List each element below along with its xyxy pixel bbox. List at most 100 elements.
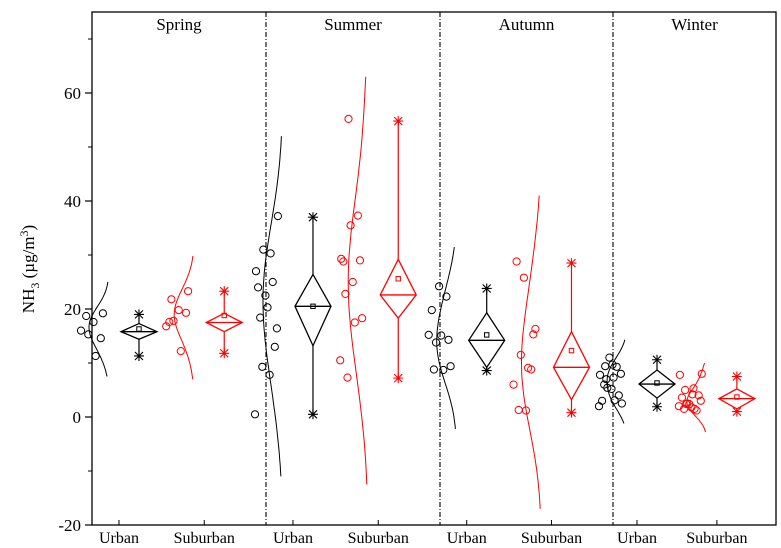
data-point	[435, 282, 444, 291]
data-point	[89, 317, 98, 327]
box-diamond	[379, 257, 418, 320]
min-marker	[652, 401, 663, 412]
mean-marker	[484, 332, 490, 338]
y-tick-label: 20	[64, 300, 81, 319]
data-point	[350, 318, 359, 327]
data-point	[343, 373, 352, 382]
data-point	[184, 287, 193, 296]
max-marker	[307, 212, 318, 223]
max-marker	[481, 283, 492, 294]
plot-border	[91, 11, 777, 526]
data-point	[527, 365, 536, 374]
max-marker	[219, 286, 230, 297]
x-category-label: Urban	[447, 530, 487, 547]
data-point	[616, 369, 626, 378]
group-urban: Urban	[594, 339, 677, 547]
max-marker	[133, 309, 144, 320]
data-point	[268, 277, 277, 287]
data-point	[98, 309, 108, 318]
x-category-label: Suburban	[174, 530, 235, 547]
data-point	[348, 277, 357, 287]
data-point	[519, 273, 529, 282]
group-urban: Urban	[424, 246, 506, 547]
data-point	[355, 256, 365, 265]
data-point	[265, 370, 274, 379]
data-point	[610, 396, 619, 405]
data-point	[674, 402, 684, 411]
data-point	[169, 316, 178, 325]
data-point	[688, 390, 697, 399]
distribution-curve	[88, 281, 109, 377]
data-point	[603, 383, 612, 392]
data-point	[605, 353, 614, 362]
group-suburban: Suburban	[336, 76, 418, 547]
data-point	[266, 249, 275, 258]
data-point	[598, 396, 607, 405]
x-category-label: Urban	[273, 530, 313, 547]
distribution-curve	[262, 136, 282, 477]
data-point	[346, 221, 355, 230]
data-point	[601, 362, 610, 371]
max-marker	[731, 371, 742, 382]
min-marker	[307, 409, 318, 420]
min-marker	[393, 373, 404, 384]
data-point	[690, 404, 699, 413]
data-point	[339, 257, 348, 266]
data-point	[176, 347, 185, 356]
data-point	[91, 351, 100, 361]
data-point	[612, 362, 621, 371]
data-point	[174, 306, 183, 315]
data-point	[677, 393, 687, 402]
data-point	[595, 370, 605, 379]
min-marker	[566, 407, 577, 418]
x-category-label: Urban	[617, 530, 657, 547]
data-point	[263, 303, 272, 312]
box-diamond	[294, 273, 332, 348]
data-point	[353, 211, 362, 220]
data-point	[258, 362, 267, 371]
mean-marker	[136, 326, 142, 332]
data-point	[273, 212, 282, 221]
data-point	[341, 289, 350, 298]
data-point	[692, 406, 701, 415]
group-urban: Urban	[76, 281, 159, 547]
group-suburban: Suburban	[162, 256, 244, 547]
min-marker	[219, 348, 230, 359]
y-axis-label: NH3 (µg/m3)	[17, 225, 42, 313]
data-point	[272, 324, 281, 333]
max-marker	[652, 354, 663, 365]
data-point	[250, 410, 260, 419]
data-point	[694, 391, 703, 400]
data-point	[181, 308, 191, 317]
data-point	[512, 257, 521, 266]
group-urban: Urban	[250, 136, 332, 547]
season-title: Autumn	[499, 15, 555, 34]
min-marker	[133, 350, 144, 361]
data-point	[261, 291, 270, 300]
y-tick-label: 60	[64, 84, 81, 103]
data-point	[337, 254, 346, 263]
data-point	[446, 362, 455, 371]
data-point	[531, 324, 540, 334]
x-category-label: Suburban	[686, 530, 747, 547]
season-autumn: Autumn Urban Suburban	[424, 12, 591, 547]
y-tick-label: -20	[58, 516, 81, 535]
data-point	[697, 369, 706, 378]
data-point	[76, 326, 86, 335]
data-point	[256, 313, 265, 322]
y-tick-label: 0	[73, 408, 82, 427]
data-point	[344, 114, 353, 124]
data-point	[84, 330, 93, 339]
distribution-curve	[521, 195, 541, 509]
data-point	[427, 306, 436, 315]
mean-marker	[734, 394, 740, 400]
x-category-label: Urban	[99, 530, 139, 547]
data-point	[617, 399, 627, 408]
distribution-curve	[686, 362, 706, 433]
data-point	[681, 385, 690, 395]
season-spring: Spring Urban Suburban	[76, 15, 244, 547]
data-point	[254, 283, 263, 292]
group-suburban: Suburban	[509, 195, 591, 547]
data-point	[689, 384, 698, 393]
